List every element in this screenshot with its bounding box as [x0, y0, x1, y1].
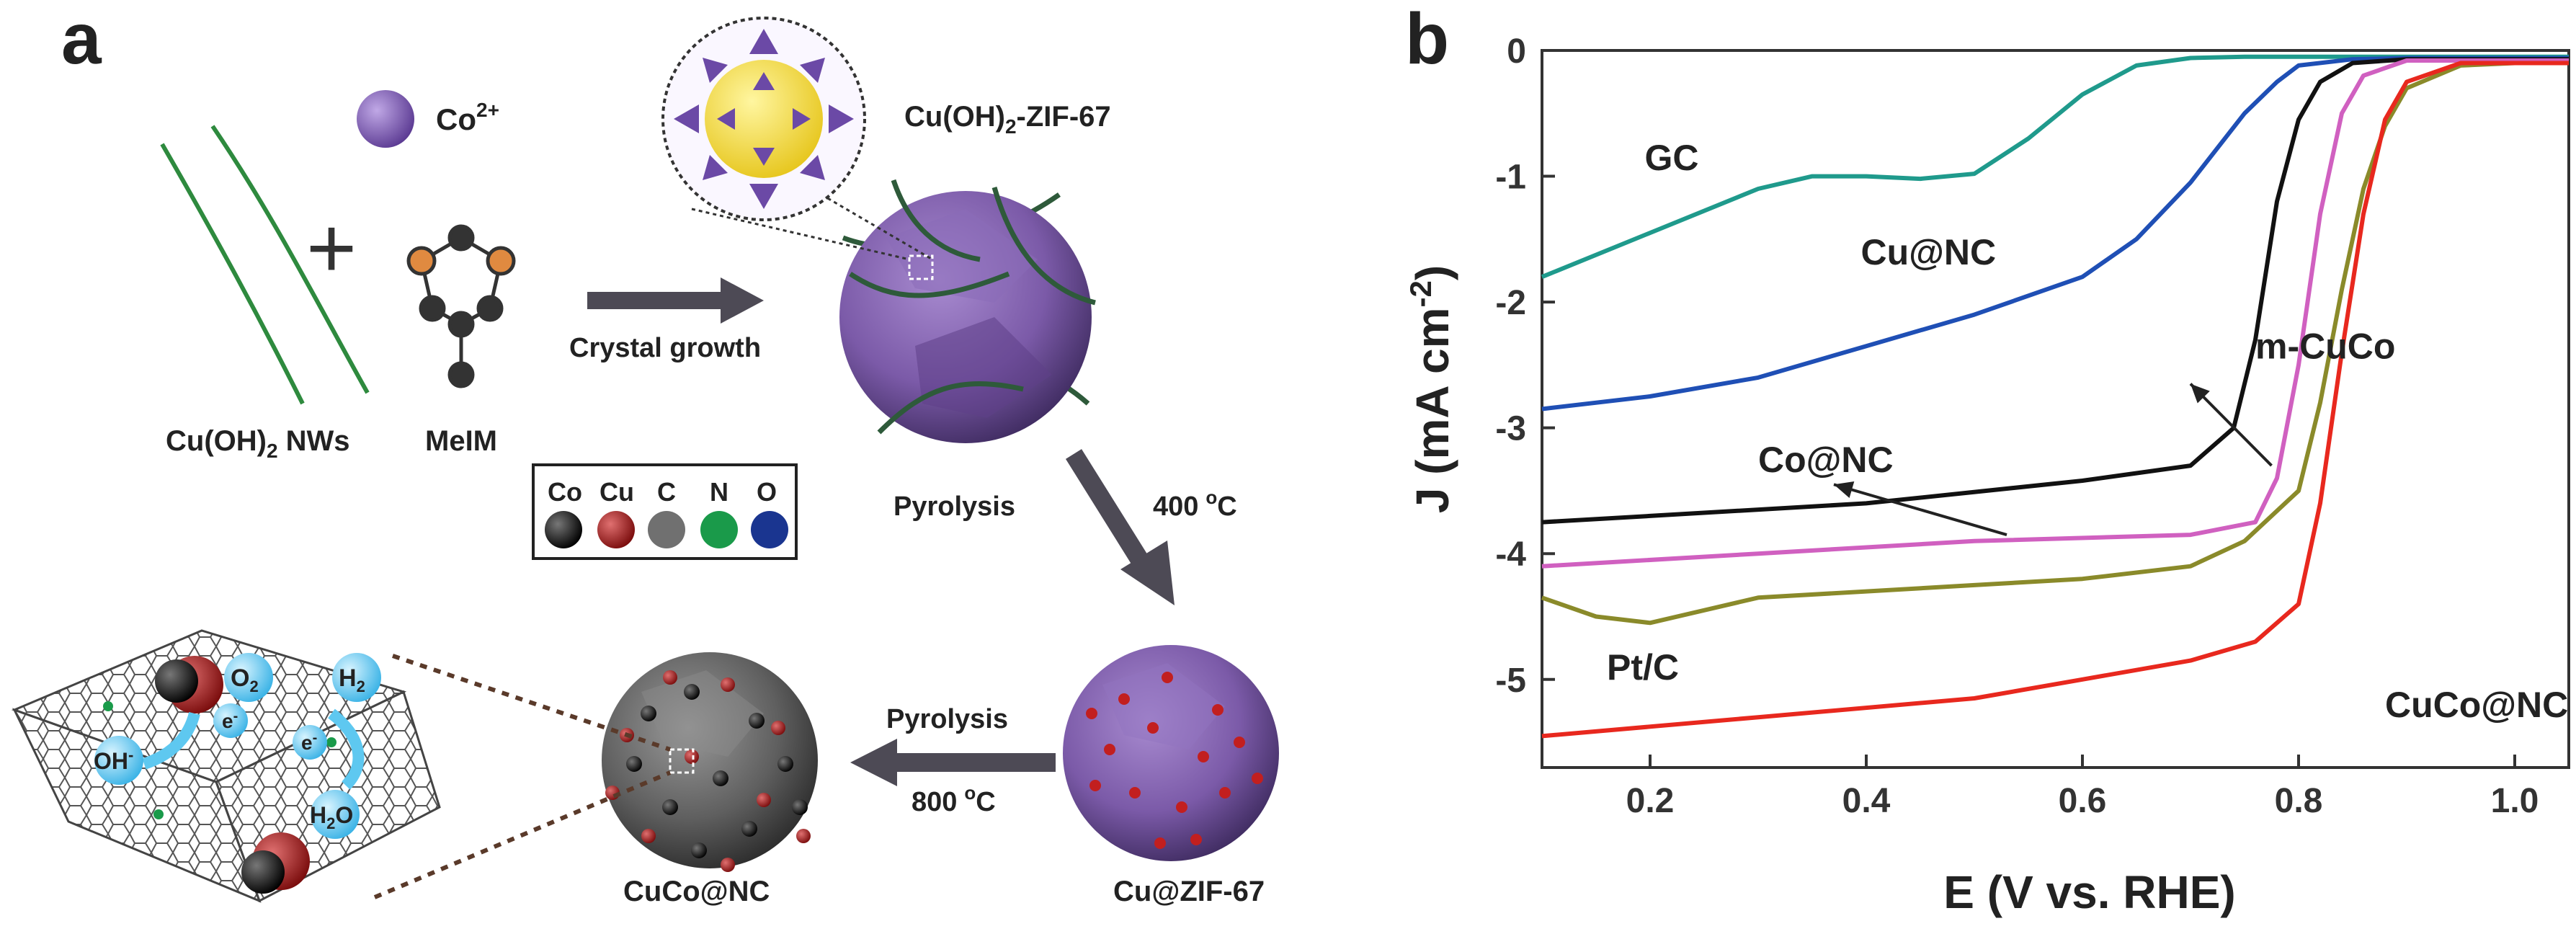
electron-label-2: e-: [301, 730, 317, 754]
legend-cu-dot: [597, 511, 635, 548]
legend-c-dot: [648, 511, 685, 548]
co-nc-pointer-arrow: [1833, 483, 2007, 536]
crystal-growth-label: Crystal growth: [569, 333, 761, 363]
species-bubbles: O2 H2 OH- H2O e- e-: [94, 653, 381, 839]
zif-cage-zoom: [661, 17, 933, 261]
o2-label: O2: [231, 664, 259, 695]
annotation-cuco-nc: CuCo@NC: [2385, 685, 2568, 725]
x-axis-label: E (V vs. RHE): [1943, 866, 2235, 918]
pyrolysis-800-label: Pyrolysis: [886, 704, 1008, 734]
cobalt-ion-ball: [357, 90, 414, 148]
y-tick-label: -5: [1495, 662, 1526, 700]
zif67-wired-label: Cu(OH)2-ZIF-67: [904, 101, 1111, 138]
y-tick-label: -4: [1495, 535, 1526, 574]
oh-bubble: [94, 736, 143, 785]
h2-bubble: [332, 653, 381, 702]
legend-n-label: N: [710, 477, 728, 507]
y-tick-label: 0: [1507, 32, 1526, 71]
legend-co-dot: [545, 511, 582, 548]
x-tick-label: 0.6: [2059, 782, 2107, 820]
y-tick-label: -2: [1495, 284, 1526, 322]
synthesis-scheme: a Cu(OH)2 NWs + Co2+ MeIM Crystal growth: [11, 0, 1279, 907]
annotation-m-cuco: m-CuCo: [2255, 326, 2395, 367]
oh-label: OH-: [94, 746, 133, 774]
nanowires-label: Cu(OH)2 NWs: [166, 425, 350, 462]
lsv-chart: b 0.2 0.4 0.6 0.8 1.0 0 -1 -2 -3 -4 -5 GC Cu@NC m-Cu…: [1404, 0, 2570, 918]
meim-molecule: [406, 224, 516, 388]
series-line-cuco-nc: [1541, 61, 2569, 739]
y-tick-label: -3: [1495, 410, 1526, 448]
panel-b-letter: b: [1405, 0, 1449, 79]
legend-c-label: C: [657, 477, 676, 507]
cuco-nc-sphere: [602, 652, 818, 872]
chart-series: [1541, 54, 2569, 739]
element-legend: Co Cu C N O: [532, 463, 798, 560]
legend-o-label: O: [757, 477, 777, 507]
y-tick-label: -1: [1495, 159, 1526, 197]
m-cuco-pointer-arrow-head: [2191, 383, 2210, 404]
pyrolysis-400-arrow: [1065, 449, 1175, 605]
zif67-wired-sphere: [839, 179, 1096, 443]
series-line-co-nc: [1541, 58, 2569, 569]
annotation-gc: GC: [1645, 138, 1699, 178]
o2-bubble: [224, 653, 273, 702]
annotation-cu-nc: Cu@NC: [1861, 232, 1997, 272]
pyrolysis-800-arrow: [850, 739, 1056, 786]
plus-sign: +: [306, 200, 357, 296]
electron-label-1: e-: [222, 708, 238, 732]
cuco-nc-label: CuCo@NC: [623, 876, 770, 907]
panel-a-letter: a: [61, 0, 102, 79]
electron-bubble-2: [293, 725, 327, 760]
h2o-bubble: [311, 790, 360, 839]
pyrolysis-400-temp: 400 oC: [1153, 486, 1237, 522]
x-tick-label: 0.8: [2275, 782, 2323, 820]
meim-label: MeIM: [425, 425, 497, 457]
annotation-co-nc: Co@NC: [1758, 440, 1894, 480]
legend-o-dot: [751, 511, 788, 548]
crystal-growth-arrow: [587, 277, 764, 324]
series-line-gc: [1541, 54, 2569, 279]
legend-co-label: Co: [548, 477, 582, 507]
annotation-pt-c: Pt/C: [1607, 647, 1679, 688]
nanowires: [160, 125, 370, 405]
series-line-m-cuco: [1541, 57, 2569, 525]
x-tick-label: 1.0: [2491, 782, 2539, 820]
legend-cu-label: Cu: [600, 477, 634, 507]
y-axis-label: J (mA cm-2): [1404, 265, 1458, 513]
x-tick-label: 0.4: [1842, 782, 1891, 820]
pyrolysis-400-label: Pyrolysis: [893, 492, 1015, 522]
h2-label: H2: [339, 664, 365, 695]
m-cuco-pointer-arrow: [2189, 383, 2273, 467]
cu-zif67-sphere: [1063, 645, 1279, 861]
chart-axes: 0.2 0.4 0.6 0.8 1.0 0 -1 -2 -3 -4 -5: [1495, 32, 2570, 820]
electron-bubble-1: [213, 703, 248, 738]
x-tick-label: 0.2: [1626, 782, 1675, 820]
cobalt-ion-label: Co2+: [436, 99, 499, 136]
pyrolysis-800-temp: 800 oC: [912, 782, 996, 817]
h2o-label: H2O: [310, 802, 353, 832]
series-line-pt-c: [1541, 61, 2569, 626]
series-line-cu-nc: [1541, 55, 2569, 412]
cu-zif67-label: Cu@ZIF-67: [1113, 876, 1265, 907]
co-nc-pointer-arrow-head: [1834, 481, 1855, 499]
legend-n-dot: [700, 511, 738, 548]
chart-annotations: GC Cu@NC m-CuCo Co@NC Pt/C CuCo@NC: [1607, 138, 2568, 725]
